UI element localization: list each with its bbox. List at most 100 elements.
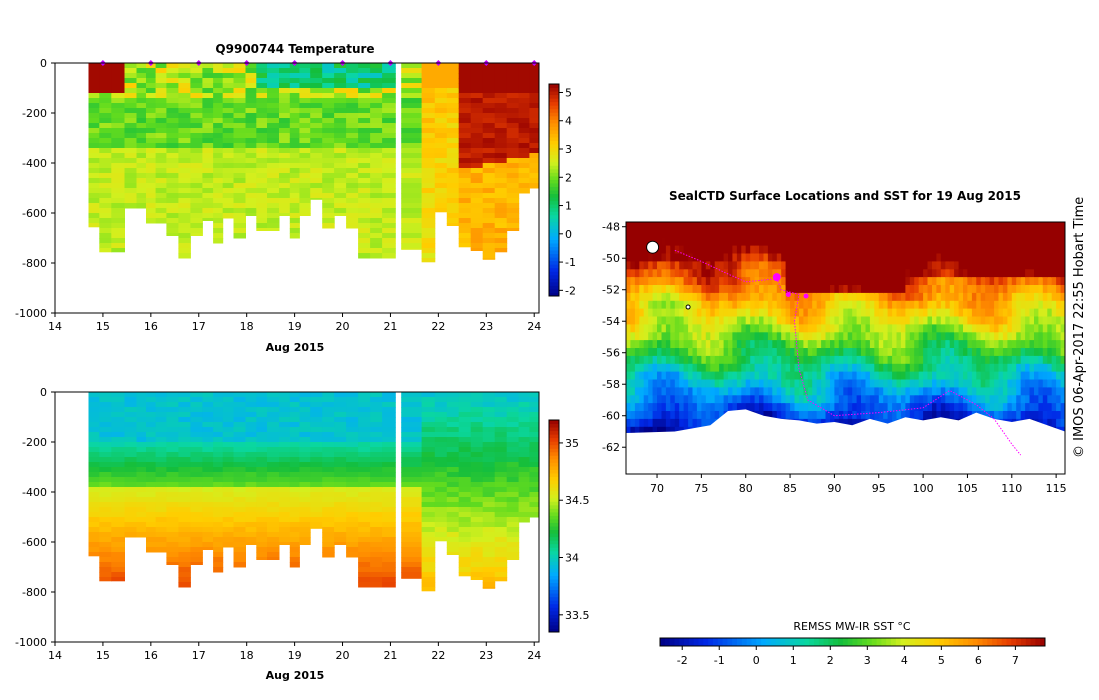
- section-cell: [222, 73, 234, 79]
- sst-cell: [661, 237, 667, 247]
- section-cell: [518, 78, 530, 84]
- section-cell: [190, 83, 203, 89]
- section-cell: [518, 442, 530, 448]
- section-cell: [279, 163, 291, 169]
- section-cell: [421, 68, 436, 74]
- section-cell: [289, 148, 300, 154]
- section-cell: [401, 133, 423, 139]
- sst-cell: [767, 261, 773, 270]
- sst-cell: [852, 222, 858, 231]
- sst-cell: [869, 403, 875, 412]
- section-cell: [299, 427, 311, 433]
- section-cell: [382, 417, 396, 423]
- section-cell: [289, 412, 300, 418]
- section-cell: [124, 123, 137, 129]
- section-cell: [346, 98, 359, 104]
- section-cell: [233, 562, 246, 568]
- section-cell: [322, 173, 335, 179]
- sst-cell: [852, 285, 858, 294]
- section-cell: [494, 492, 508, 498]
- sst-cell: [896, 340, 902, 349]
- section-cell: [124, 178, 137, 184]
- temperature-colorbar-cell: [549, 144, 559, 149]
- sst-cell: [847, 277, 853, 286]
- section-cell: [322, 128, 335, 134]
- sst-cell: [705, 253, 711, 262]
- section-cell: [518, 73, 530, 79]
- section-cell: [279, 168, 291, 174]
- sst-cell: [648, 285, 654, 294]
- section-cell: [358, 547, 371, 553]
- section-cell: [245, 467, 257, 473]
- sst-cell: [883, 285, 889, 294]
- section-cell: [267, 482, 280, 488]
- section-cell: [213, 452, 224, 458]
- section-cell: [88, 118, 100, 124]
- section-cell: [506, 502, 520, 508]
- section-cell: [370, 143, 383, 149]
- section-cell: [482, 193, 496, 199]
- section-cell: [136, 487, 147, 493]
- section-cell: [346, 542, 359, 548]
- section-cell: [190, 492, 203, 498]
- sst-cell: [923, 324, 929, 333]
- section-cell: [267, 487, 280, 493]
- sst-cell: [918, 308, 924, 318]
- section-cell: [202, 397, 214, 403]
- section-cell: [494, 562, 508, 568]
- section-cell: [506, 512, 520, 518]
- sst-cell: [865, 253, 871, 262]
- section-cell: [267, 73, 280, 79]
- section-cell: [322, 68, 335, 74]
- sst-cell: [674, 332, 680, 341]
- section-cell: [482, 582, 496, 588]
- section-cell: [166, 168, 179, 174]
- section-cell: [470, 432, 484, 438]
- sst-cell: [719, 285, 725, 294]
- sst-cell: [643, 222, 649, 231]
- sst-cell: [878, 363, 884, 373]
- sst-cell: [887, 277, 893, 286]
- section-cell: [99, 542, 112, 548]
- section-cell: [358, 178, 371, 184]
- section-cell: [155, 452, 167, 458]
- section-cell: [458, 537, 472, 543]
- sst-cell: [785, 277, 791, 286]
- section-cell: [146, 118, 157, 124]
- temperature-x-tick-label: 14: [48, 320, 62, 333]
- section-cell: [146, 88, 157, 94]
- temperature-colorbar-cell: [549, 200, 559, 205]
- section-cell: [88, 193, 100, 199]
- sst-cell: [639, 229, 645, 239]
- sst-cell: [843, 237, 849, 247]
- sst-cell: [856, 348, 862, 357]
- section-cell: [370, 452, 383, 458]
- sst-cell: [905, 277, 911, 286]
- section-cell: [88, 143, 100, 149]
- section-cell: [470, 557, 484, 563]
- temperature-x-tick-label: 23: [479, 320, 493, 333]
- sst-cell: [923, 395, 929, 404]
- sst-cell: [710, 418, 716, 428]
- section-cell: [322, 452, 335, 458]
- sst-cell: [696, 222, 702, 231]
- sst-cell: [798, 285, 804, 294]
- sst-cell: [701, 379, 707, 388]
- section-cell: [256, 442, 268, 448]
- temperature-colorbar-frame: [548, 83, 560, 297]
- section-cell: [401, 103, 423, 109]
- section-cell: [222, 517, 234, 523]
- sst-cell: [723, 277, 729, 286]
- section-cell: [370, 83, 383, 89]
- sst-cell: [714, 340, 720, 349]
- sst-cell: [905, 245, 911, 255]
- section-cell: [289, 447, 300, 453]
- sst-cell: [923, 348, 929, 357]
- sst-cell: [874, 371, 880, 381]
- sst-cell: [634, 363, 640, 373]
- sst-cell: [643, 395, 649, 404]
- section-cell: [310, 422, 323, 428]
- section-cell: [233, 442, 246, 448]
- section-cell: [111, 103, 125, 109]
- sst-cell: [648, 222, 654, 231]
